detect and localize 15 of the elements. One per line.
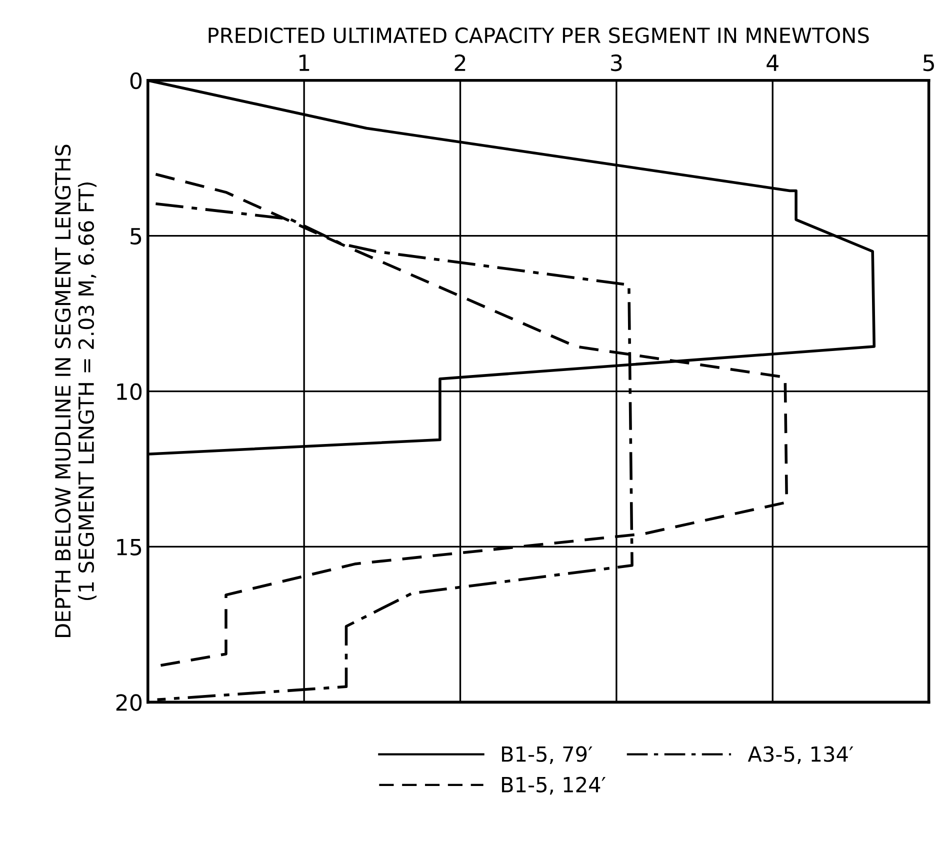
legend-label: B1-5, 124′ xyxy=(502,776,606,795)
y-tick-label: 5 xyxy=(130,228,142,245)
legend-label: A3-5, 134′ xyxy=(748,746,854,764)
y-tick-label: 15 xyxy=(117,538,142,556)
x-tick-label: 3 xyxy=(611,54,622,72)
x-tick-label: 2 xyxy=(454,54,466,71)
y-axis-title: DEPTH BELOW MUDLINE IN SEGMENT LENGTHS (1 SEGMENT LENGTH = 2.03 M, 6.66 FT) xyxy=(54,144,97,637)
x-axis-title: PREDICTED ULTIMATED CAPACITY PER SEGMENT IN MNEWTONS xyxy=(208,27,869,44)
y-tick-label: 0 xyxy=(130,72,142,90)
y-tick-label: 10 xyxy=(117,383,142,400)
legend-label: B1-5, 79′ xyxy=(502,746,592,764)
x-tick-label: 5 xyxy=(923,54,934,72)
x-tick-label: 1 xyxy=(299,54,310,71)
x-tick-label: 4 xyxy=(766,54,778,71)
y-tick-label: 20 xyxy=(116,694,142,711)
